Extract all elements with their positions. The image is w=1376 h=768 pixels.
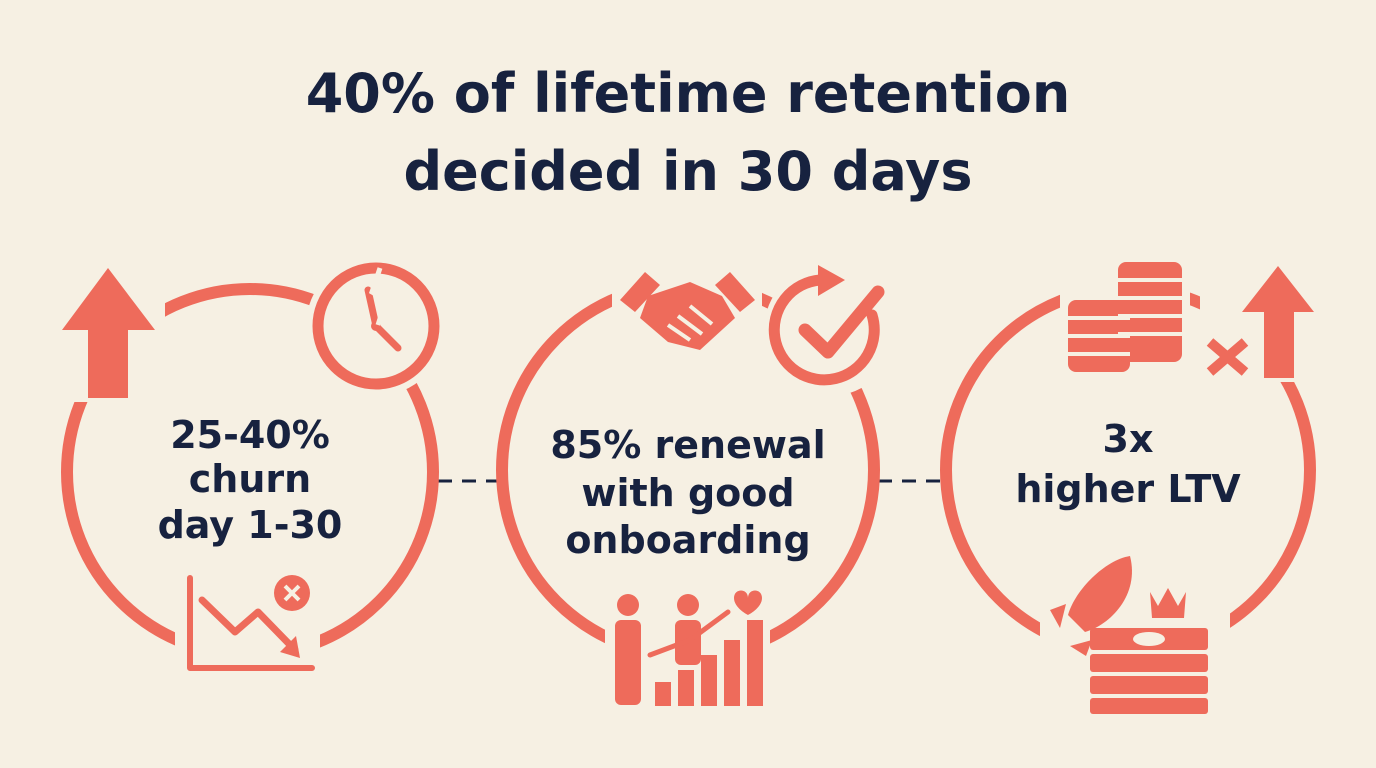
rocket-money-icon-part: [1150, 588, 1186, 618]
times-arrow-icon-part: [1206, 338, 1249, 376]
check-cycle-icon-part: [768, 274, 880, 386]
broken-clock-icon-part: [372, 322, 402, 352]
stat-line: churn: [189, 457, 311, 501]
stat-line: onboarding: [565, 518, 810, 562]
handshake-icon-part: [640, 282, 735, 350]
coins-icon: [1060, 255, 1190, 380]
team-growth-icon: [605, 585, 770, 710]
stat-line: higher LTV: [1015, 467, 1241, 511]
declining-chart-icon-part: [198, 596, 299, 654]
handshake-icon-part: [715, 272, 755, 312]
up-arrow-icon: [55, 262, 165, 402]
rocket-money-icon: [1040, 550, 1230, 720]
up-arrow-icon-part: [62, 268, 155, 398]
times-arrow-icon: [1200, 262, 1318, 382]
coins-icon-part: [1068, 278, 1182, 356]
rocket-money-icon-part: [1068, 556, 1132, 632]
stat-line: 3x: [1103, 417, 1154, 461]
handshake-icon-part: [620, 272, 660, 312]
declining-chart-icon-part: [187, 575, 315, 671]
team-growth-icon-part: [734, 590, 762, 615]
handshake-icon-part: [666, 304, 714, 342]
declining-chart-icon-part: [283, 584, 301, 602]
check-cycle-icon-part: [798, 285, 885, 359]
declining-chart-icon-part: [280, 636, 300, 658]
broken-clock-icon: [306, 256, 446, 396]
stat-line: 25-40%: [170, 413, 330, 457]
rocket-money-icon-part: [1133, 632, 1165, 646]
team-growth-icon-part: [647, 609, 731, 658]
team-growth-icon-part: [615, 620, 641, 705]
broken-clock-icon-part: [368, 267, 389, 326]
rocket-money-icon-part: [1090, 654, 1208, 672]
declining-chart-icon: [175, 565, 320, 680]
stat-line: 85% renewal: [550, 423, 825, 467]
team-growth-icon-part: [617, 594, 639, 616]
team-growth-icon-part: [655, 682, 671, 706]
broken-clock-icon-part: [312, 262, 440, 390]
check-cycle-icon-part: [818, 265, 845, 296]
stat-line: with good: [581, 471, 794, 515]
coins-icon-part: [1118, 262, 1182, 362]
times-arrow-icon-part: [1242, 266, 1314, 378]
team-growth-icon-part: [724, 640, 740, 706]
team-growth-icon-part: [747, 620, 763, 706]
rocket-money-icon-part: [1090, 698, 1208, 714]
rocket-money-icon-part: [1050, 604, 1066, 628]
team-growth-icon-part: [677, 594, 699, 616]
handshake-icon: [612, 265, 762, 360]
title-line: 40% of lifetime retention: [306, 62, 1071, 125]
rocket-money-icon-part: [1090, 676, 1208, 694]
team-growth-icon-part: [701, 655, 717, 706]
check-cycle-icon: [764, 264, 896, 396]
broken-clock-icon-part: [364, 286, 380, 330]
title-line: decided in 30 days: [403, 140, 972, 203]
rocket-money-icon-part: [1070, 640, 1092, 656]
team-growth-icon-part: [678, 670, 694, 706]
stat-line: day 1-30: [158, 503, 343, 547]
